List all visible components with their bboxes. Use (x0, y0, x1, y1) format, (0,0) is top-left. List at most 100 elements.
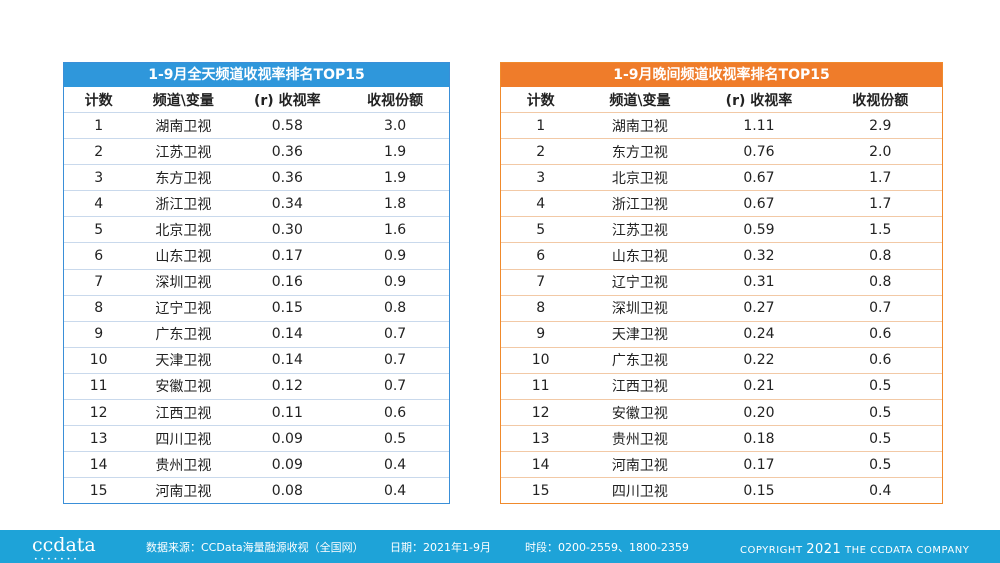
cell-rating: 0.15 (233, 294, 342, 322)
table-row: 11 安徽卫视 0.12 0.7 (64, 372, 449, 400)
cell-rank: 13 (64, 425, 134, 452)
cell-rank: 10 (64, 346, 134, 374)
cell-share: 1.9 (341, 138, 449, 165)
cell-rank: 4 (64, 190, 134, 217)
cell-share: 0.5 (341, 425, 449, 452)
cell-share: 0.5 (818, 399, 942, 426)
cell-channel: 东方卫视 (133, 164, 234, 191)
cell-rank: 12 (501, 399, 581, 426)
cell-channel: 河南卫视 (580, 451, 700, 478)
col-header-rank: 计数 (526, 92, 555, 109)
cell-channel: 辽宁卫视 (133, 294, 234, 322)
cell-channel: 浙江卫视 (133, 190, 234, 217)
cell-share: 0.8 (818, 268, 942, 296)
cell-rank: 11 (501, 372, 581, 400)
cell-share: 3.0 (341, 111, 449, 139)
col-header-rating: (r) 收视率 (725, 92, 793, 109)
table-row: 7 辽宁卫视 0.31 0.8 (501, 268, 942, 296)
table-row: 2 东方卫视 0.76 2.0 (501, 138, 942, 165)
table-row: 5 江苏卫视 0.59 1.5 (501, 216, 942, 243)
cell-rating: 0.14 (233, 320, 342, 348)
table-row: 7 深圳卫视 0.16 0.9 (64, 268, 449, 296)
cell-rating: 0.11 (233, 399, 342, 426)
all-day-ranking-panel: 1-9月全天频道收视率排名TOP15 计数 频道\变量 (r) 收视率 收视份额… (63, 62, 450, 505)
cell-rank: 6 (501, 242, 581, 270)
cell-channel: 深圳卫视 (580, 294, 700, 322)
table-row: 10 天津卫视 0.14 0.7 (64, 346, 449, 374)
copyright-text: COPYRIGHT 2021 THE CCDATA COMPANY (740, 542, 969, 557)
cell-share: 0.4 (341, 451, 449, 478)
cell-rating: 1.11 (699, 111, 819, 139)
cell-rating: 0.31 (699, 268, 819, 296)
cell-channel: 山东卫视 (580, 242, 700, 270)
cell-rating: 0.16 (233, 268, 342, 296)
table-row: 5 北京卫视 0.30 1.6 (64, 216, 449, 243)
cell-rank: 10 (501, 346, 581, 374)
cell-rank: 12 (64, 399, 134, 426)
cell-rating: 0.58 (233, 111, 342, 139)
cell-channel: 湖南卫视 (580, 111, 700, 139)
cell-rating: 0.27 (699, 294, 819, 322)
evening-ranking-title: 1-9月晚间频道收视率排名TOP15 (501, 63, 942, 87)
cell-share: 0.4 (818, 477, 942, 504)
cell-rank: 8 (64, 294, 134, 322)
cell-rank: 9 (501, 320, 581, 348)
cell-share: 0.5 (818, 372, 942, 400)
table-header-row: 计数 频道\变量 (r) 收视率 收视份额 (501, 87, 942, 113)
cell-rating: 0.34 (233, 190, 342, 217)
cell-channel: 贵州卫视 (133, 451, 234, 478)
cell-channel: 山东卫视 (133, 242, 234, 270)
date-text: 日期：2021年1-9月 (390, 541, 491, 554)
cell-rank: 8 (501, 294, 581, 322)
copyright-year: 2021 (806, 542, 842, 557)
cell-rating: 0.12 (233, 372, 342, 400)
table-row: 9 天津卫视 0.24 0.6 (501, 320, 942, 348)
cell-channel: 天津卫视 (133, 346, 234, 374)
cell-channel: 江苏卫视 (580, 216, 700, 243)
cell-rank: 7 (501, 268, 581, 296)
cell-channel: 深圳卫视 (133, 268, 234, 296)
cell-channel: 江西卫视 (133, 399, 234, 426)
cell-share: 1.7 (818, 190, 942, 217)
col-header-share: 收视份额 (367, 92, 424, 109)
evening-ranking-body: 1 湖南卫视 1.11 2.9 2 东方卫视 0.76 2.0 3 北京卫视 0.67 1.7 4 浙江卫… (501, 111, 942, 504)
table-row: 9 广东卫视 0.14 0.7 (64, 320, 449, 348)
table-row: 1 湖南卫视 1.11 2.9 (501, 111, 942, 139)
cell-share: 1.5 (818, 216, 942, 243)
cell-channel: 河南卫视 (133, 477, 234, 504)
cell-rating: 0.24 (699, 320, 819, 348)
cell-share: 0.7 (341, 346, 449, 374)
cell-channel: 辽宁卫视 (580, 268, 700, 296)
cell-share: 1.7 (818, 164, 942, 191)
cell-rating: 0.17 (699, 451, 819, 478)
cell-rating: 0.36 (233, 164, 342, 191)
table-row: 4 浙江卫视 0.67 1.7 (501, 190, 942, 217)
cell-share: 0.9 (341, 242, 449, 270)
cell-channel: 贵州卫视 (580, 425, 700, 452)
table-row: 13 贵州卫视 0.18 0.5 (501, 425, 942, 452)
cell-share: 1.9 (341, 164, 449, 191)
table-row: 10 广东卫视 0.22 0.6 (501, 346, 942, 374)
evening-ranking-table: 计数 频道\变量 (r) 收视率 收视份额 1 湖南卫视 1.11 2.9 2 东方卫视 0… (501, 87, 942, 504)
cell-rank: 4 (501, 190, 581, 217)
cell-share: 0.8 (341, 294, 449, 322)
cell-rank: 2 (501, 138, 581, 165)
cell-rating: 0.32 (699, 242, 819, 270)
cell-rank: 6 (64, 242, 134, 270)
copyright-suffix: THE CCDATA COMPANY (845, 545, 970, 556)
cell-rank: 5 (64, 216, 134, 243)
cell-rating: 0.30 (233, 216, 342, 243)
table-row: 15 河南卫视 0.08 0.4 (64, 477, 449, 504)
cell-share: 0.7 (341, 320, 449, 348)
cell-share: 0.8 (818, 242, 942, 270)
cell-channel: 江西卫视 (580, 372, 700, 400)
time-period-text: 时段：0200-2559、1800-2359 (525, 541, 689, 554)
data-source-text: 数据来源：CCData海量融源收视（全国网） (146, 541, 364, 554)
cell-channel: 东方卫视 (580, 138, 700, 165)
cell-rating: 0.76 (699, 138, 819, 165)
cell-share: 0.5 (818, 425, 942, 452)
cell-rank: 1 (501, 111, 581, 139)
all-day-ranking-title: 1-9月全天频道收视率排名TOP15 (64, 63, 449, 87)
cell-rank: 2 (64, 138, 134, 165)
cell-rank: 7 (64, 268, 134, 296)
